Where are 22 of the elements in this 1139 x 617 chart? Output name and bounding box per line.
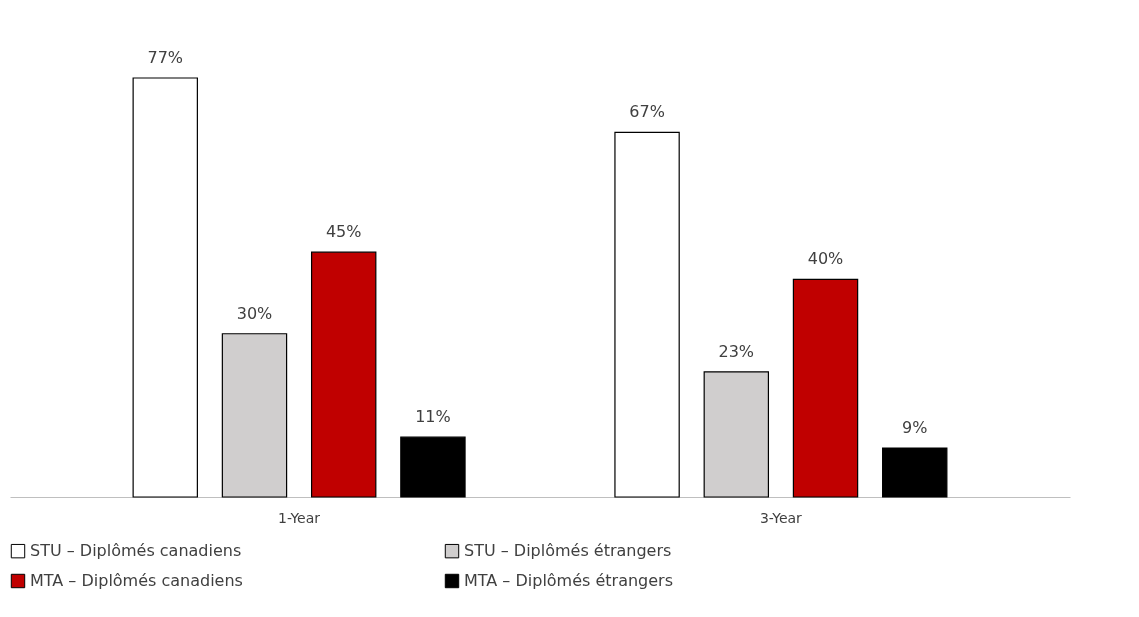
bar	[310, 251, 377, 498]
data-label: 23%	[718, 341, 755, 361]
legend-label: MTA – Diplômés étrangers	[464, 571, 674, 590]
bar	[792, 278, 859, 498]
bar	[614, 131, 680, 498]
bar	[703, 371, 770, 498]
x-tick-label: 1-Year	[278, 509, 321, 526]
legend-label: STU – Diplômés canadiens	[30, 541, 242, 561]
data-label: 9%	[902, 418, 928, 438]
legend-label: MTA – Diplômés canadiens	[30, 571, 243, 590]
data-label: 30%	[236, 303, 273, 323]
x-tick-label: 3-Year	[759, 509, 803, 526]
bar	[221, 333, 288, 498]
data-label: 45%	[325, 222, 362, 242]
bar	[132, 77, 198, 498]
data-label: 11%	[415, 407, 451, 427]
data-label: 40%	[807, 249, 844, 269]
data-label: 67%	[629, 102, 665, 122]
legend-label: STU – Diplômés étrangers	[464, 541, 672, 561]
data-label: 77%	[147, 48, 184, 67]
bar	[400, 436, 466, 498]
bar	[882, 447, 948, 498]
